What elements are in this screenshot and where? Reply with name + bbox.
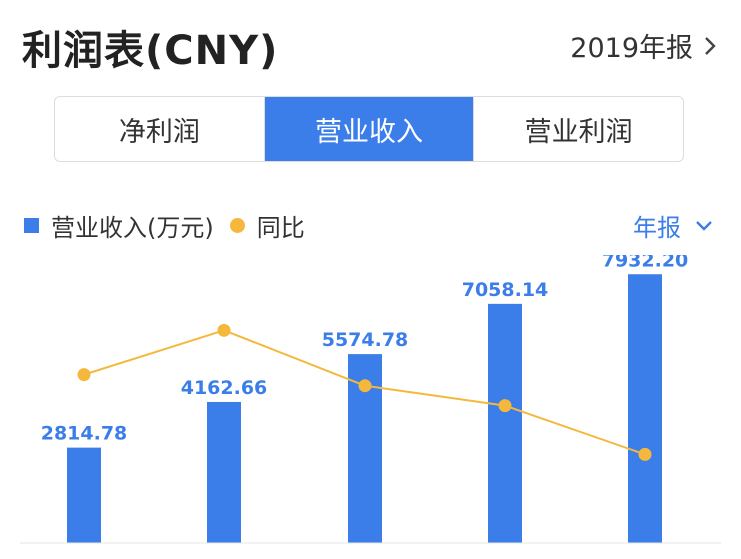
revenue-bar	[67, 447, 101, 543]
bar-data-label: 2814.78	[41, 423, 128, 445]
bar-data-label: 7932.20	[602, 255, 689, 271]
chevron-right-icon	[705, 36, 716, 55]
tab-net-profit[interactable]: 净利润	[55, 97, 265, 161]
revenue-chart: 2814.78 4162.66 5574.78 7058.14 7932.20	[20, 255, 721, 544]
report-period-label: 2019年报	[570, 33, 693, 64]
period-select-label: 年报	[633, 214, 681, 242]
bar-data-label: 7058.14	[462, 279, 549, 301]
legend-line-swatch	[229, 218, 245, 233]
bar-data-label: 4162.66	[181, 377, 268, 399]
page-title: 利润表(CNY)	[22, 28, 279, 74]
chart-legend: 营业收入(万元) 同比	[24, 208, 305, 243]
yoy-point	[498, 399, 512, 413]
legend-bar-swatch	[24, 218, 39, 233]
tab-operating-profit[interactable]: 营业利润	[524, 116, 633, 148]
yoy-point	[217, 323, 231, 337]
metric-tabs: 净利润 营业收入 营业利润	[54, 96, 684, 162]
legend-bar-label: 营业收入(万元)	[51, 214, 214, 242]
tab-revenue[interactable]: 营业收入	[264, 97, 475, 161]
yoy-point	[358, 379, 372, 393]
yoy-point	[77, 368, 91, 382]
revenue-bar	[628, 274, 662, 543]
revenue-bar	[207, 401, 241, 543]
bar-data-label: 5574.78	[322, 329, 409, 351]
revenue-bar	[488, 303, 522, 543]
report-period-link[interactable]: 2019年报	[570, 26, 717, 65]
legend-line-label: 同比	[256, 214, 305, 242]
chevron-down-icon	[696, 220, 712, 231]
period-select[interactable]: 年报	[633, 208, 713, 243]
yoy-point	[638, 447, 652, 461]
